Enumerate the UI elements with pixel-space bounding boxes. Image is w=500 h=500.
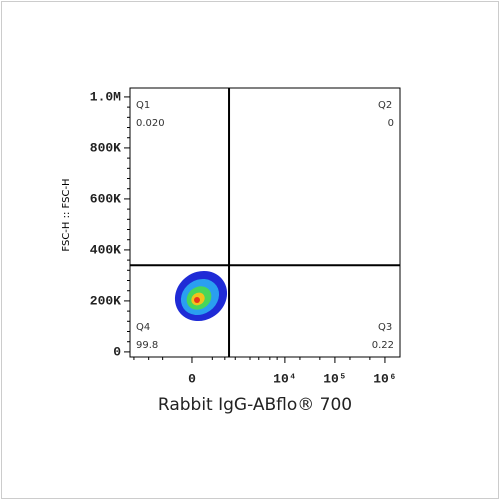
quadrant-value: 0.020	[136, 118, 165, 129]
x-axis-label: Rabbit IgG-ABflo® 700	[158, 395, 352, 415]
quadrant-name: Q1	[136, 100, 150, 111]
y-tick-label: 0	[113, 344, 121, 359]
y-tick-label: 400K	[90, 242, 121, 257]
y-axis-label: FSC-H :: FSC-H	[61, 178, 72, 251]
y-tick-label: 200K	[90, 293, 121, 308]
quadrant-value: 99.8	[136, 340, 158, 351]
y-tick-label: 1.0M	[90, 89, 121, 104]
quadrant-value: 0.22	[372, 340, 394, 351]
quadrant-name: Q3	[378, 322, 392, 333]
quadrant-name: Q2	[378, 100, 392, 111]
x-tick-label: 10⁴	[273, 371, 296, 386]
plot-frame	[129, 87, 401, 358]
density-peak	[194, 297, 200, 303]
y-tick-label: 800K	[90, 140, 121, 155]
y-tick-label: 600K	[90, 191, 121, 206]
quadrant-value: 0	[388, 118, 394, 129]
x-tick-label: 0	[188, 371, 196, 386]
x-tick-label: 10⁵	[323, 371, 346, 386]
quadrant-name: Q4	[136, 322, 150, 333]
x-tick-label: 10⁶	[373, 371, 396, 386]
density-cloud	[174, 270, 228, 322]
